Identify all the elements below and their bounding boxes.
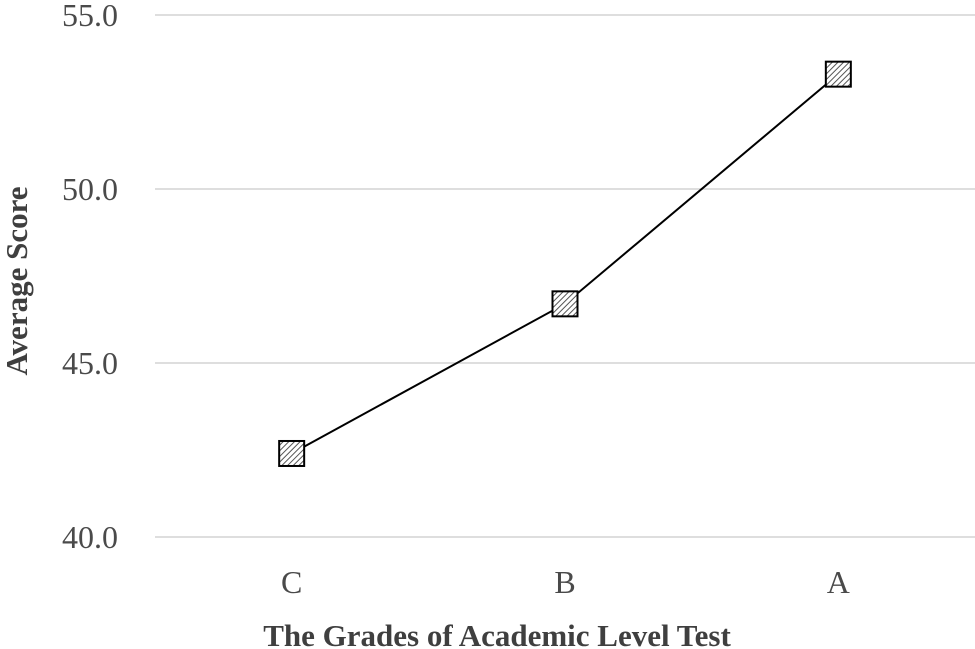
data-point-marker — [824, 60, 852, 88]
series-layer — [278, 60, 852, 467]
y-tick-label: 50.0 — [62, 171, 118, 207]
x-tick-label: A — [827, 564, 850, 600]
y-axis-title: Average Score — [0, 186, 34, 375]
y-tick-label: 40.0 — [62, 519, 118, 555]
gridlines — [155, 14, 975, 538]
y-axis-ticks: 40.0 45.0 50.0 55.0 — [62, 0, 118, 555]
data-point-marker — [551, 290, 579, 318]
y-tick-label: 45.0 — [62, 345, 118, 381]
series-line — [291, 73, 839, 455]
x-tick-label: C — [281, 564, 302, 600]
x-axis-title: The Grades of Academic Level Test — [263, 618, 731, 649]
x-tick-label: B — [554, 564, 575, 600]
y-tick-label: 55.0 — [62, 0, 118, 33]
data-point-marker — [278, 439, 306, 467]
